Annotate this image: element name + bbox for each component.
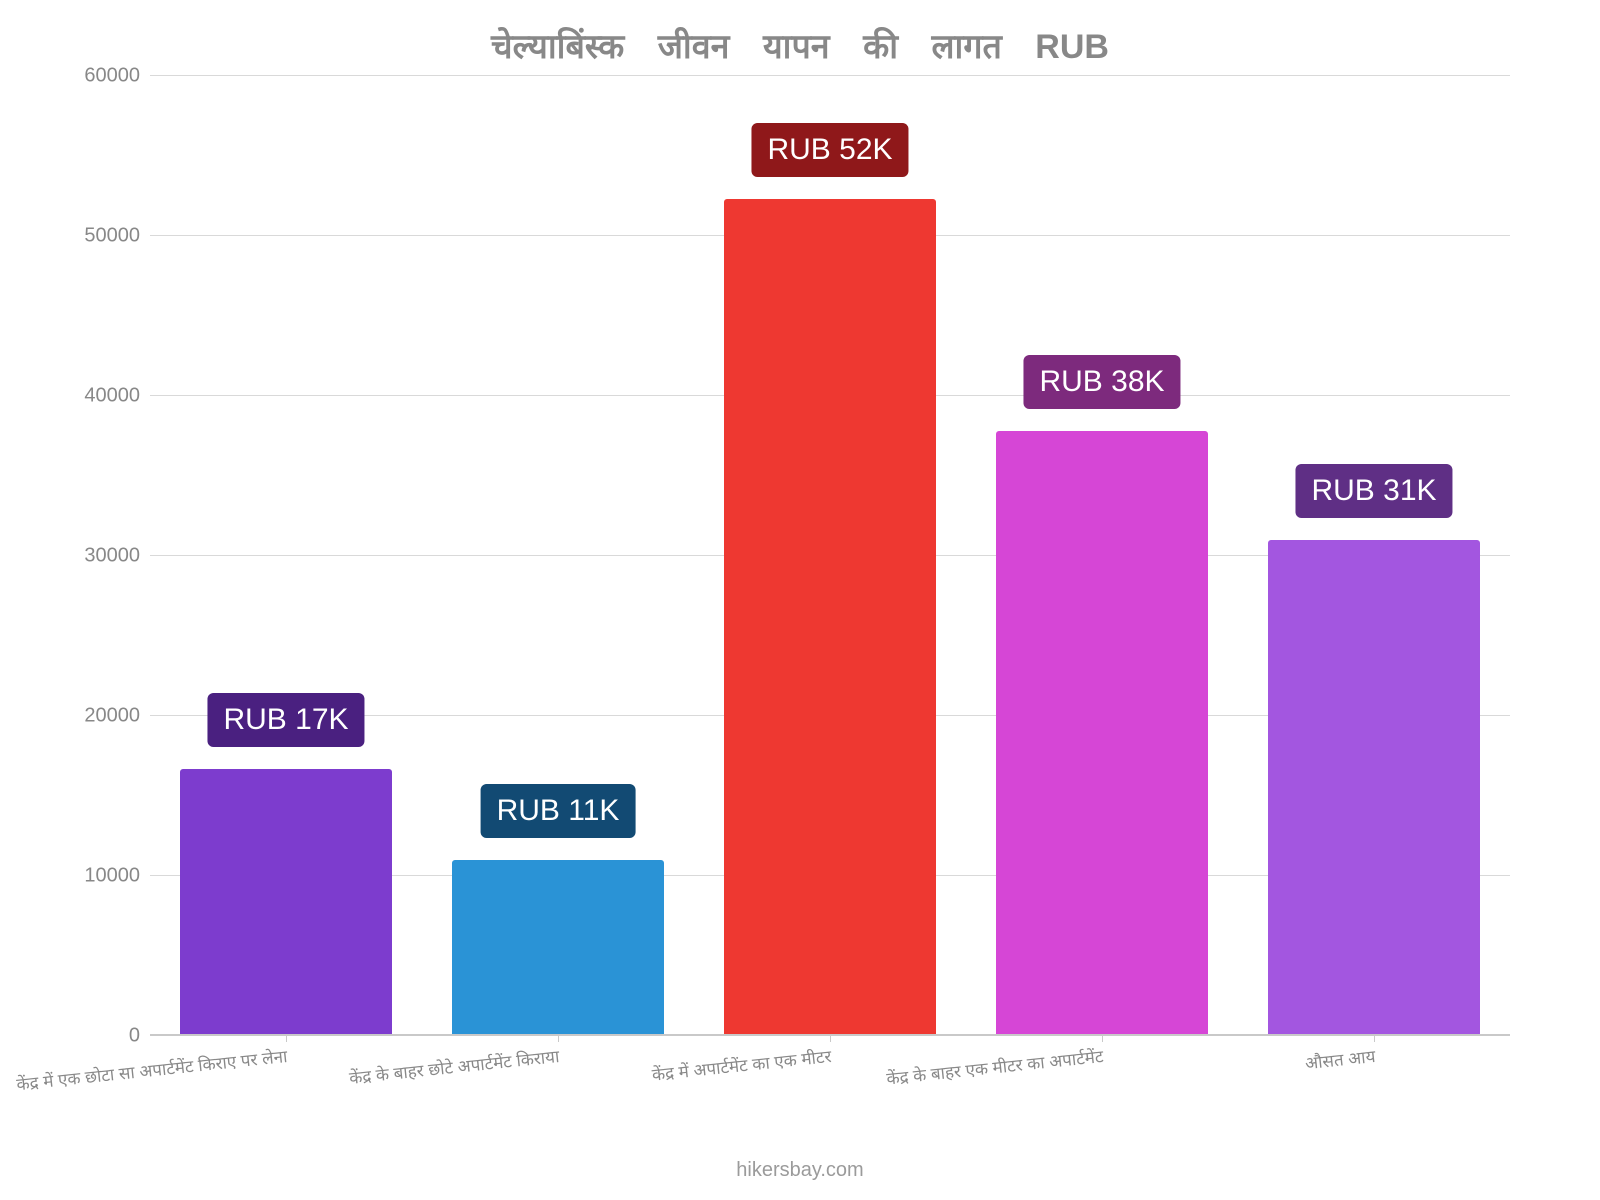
x-axis: केंद्र में एक छोटा सा अपार्टमेंट किराए प… [150, 1036, 1510, 1106]
value-label: RUB 17K [207, 693, 364, 747]
bar: RUB 17K [180, 769, 392, 1036]
y-tick-label: 20000 [84, 705, 150, 728]
bar-slot: RUB 17K [150, 76, 422, 1036]
bar: RUB 31K [1268, 540, 1480, 1036]
value-label: RUB 52K [751, 123, 908, 177]
x-tick [286, 1036, 287, 1042]
y-tick-label: 60000 [84, 65, 150, 88]
bars-container: RUB 17K RUB 11K RUB 52K RUB 38K RUB 31K [150, 76, 1510, 1036]
x-tick [1374, 1036, 1375, 1042]
attribution-text: hikersbay.com [0, 1159, 1600, 1182]
chart-title: चेल्याबिंस्क जीवन यापन की लागत RUB [60, 10, 1540, 76]
bar-slot: RUB 31K [1238, 76, 1510, 1036]
bar-slot: RUB 52K [694, 76, 966, 1036]
x-slot: औसत आय [1238, 1036, 1510, 1106]
bar-slot: RUB 11K [422, 76, 694, 1036]
bar: RUB 38K [996, 431, 1208, 1036]
x-tick [830, 1036, 831, 1042]
value-label: RUB 31K [1295, 464, 1452, 518]
plot-area: 0100002000030000400005000060000 RUB 17KR… [150, 76, 1510, 1036]
y-tick-label: 40000 [84, 385, 150, 408]
x-slot: केंद्र के बाहर एक मीटर का अपार्टमेंट [966, 1036, 1238, 1106]
bar-slot: RUB 38K [966, 76, 1238, 1036]
x-tick-label: केंद्र में एक छोटा सा अपार्टमेंट किराए प… [15, 1044, 288, 1095]
x-tick [558, 1036, 559, 1042]
value-label: RUB 38K [1023, 355, 1180, 409]
y-tick-label: 0 [129, 1025, 150, 1048]
x-tick [1102, 1036, 1103, 1042]
y-tick-label: 50000 [84, 225, 150, 248]
bar: RUB 11K [452, 860, 664, 1036]
x-tick-label: औसत आय [1304, 1044, 1377, 1074]
y-tick-label: 10000 [84, 865, 150, 888]
value-label: RUB 11K [481, 784, 636, 838]
y-tick-label: 30000 [84, 545, 150, 568]
cost-of-living-chart: चेल्याबिंस्क जीवन यापन की लागत RUB 01000… [60, 10, 1540, 1140]
bar: RUB 52K [724, 199, 936, 1036]
